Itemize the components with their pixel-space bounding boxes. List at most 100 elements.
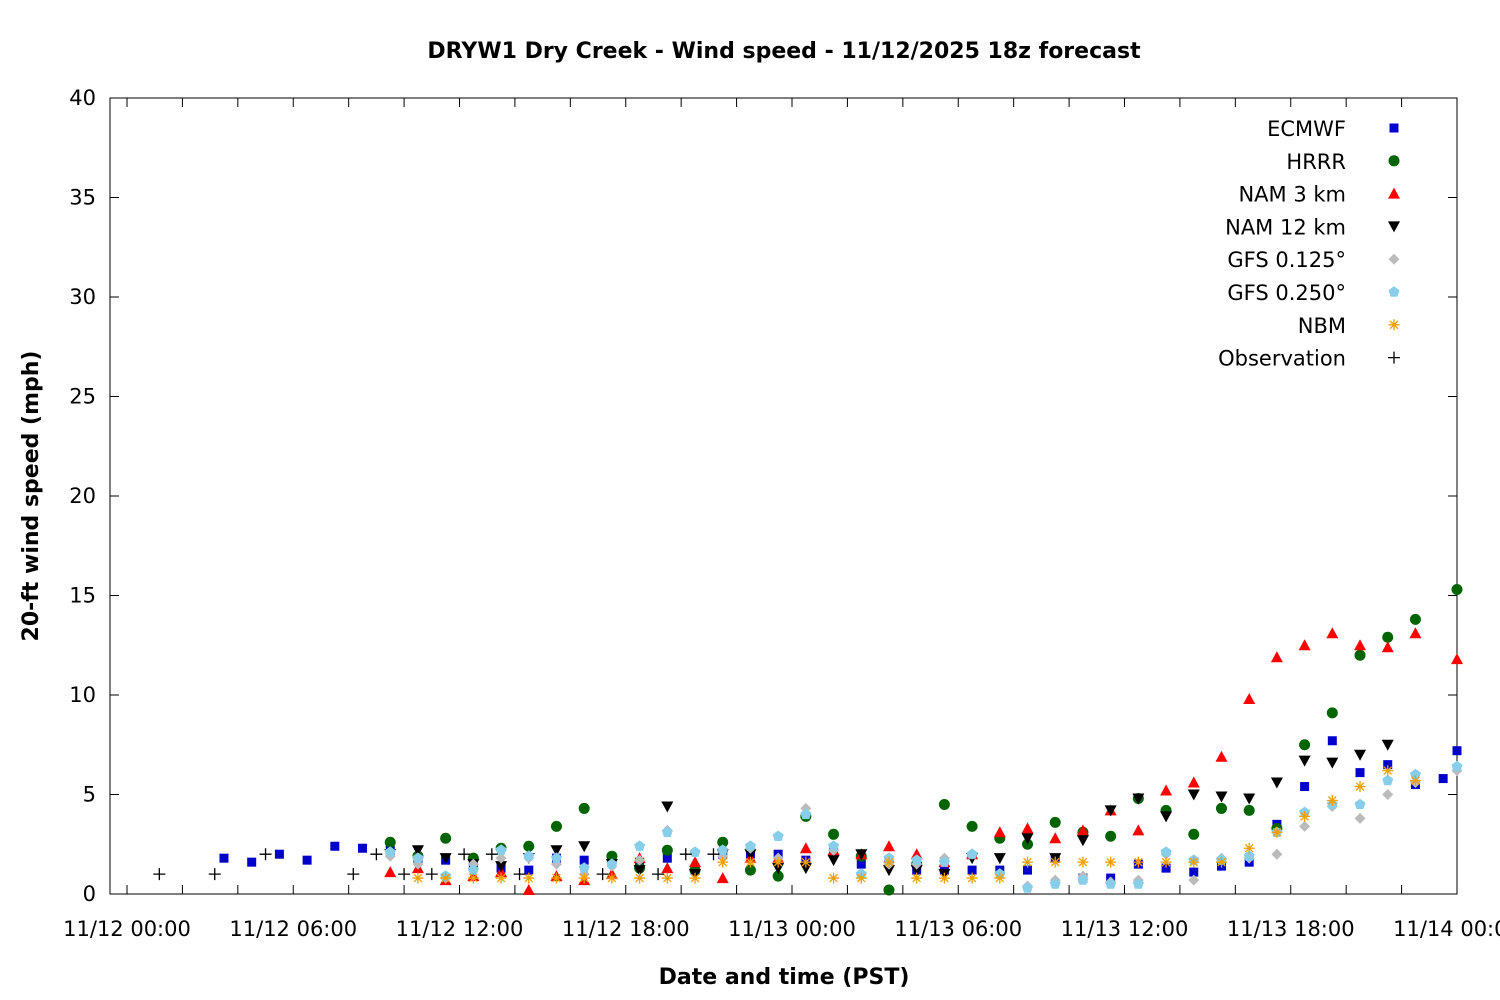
data-point <box>1105 856 1117 868</box>
data-point <box>439 853 452 865</box>
data-point <box>578 802 590 814</box>
data-point <box>578 841 591 853</box>
data-point <box>938 856 950 867</box>
data-point <box>1271 826 1283 838</box>
x-tick-label: 11/12 12:00 <box>396 917 524 941</box>
y-tick-label: 15 <box>69 584 96 608</box>
data-point <box>679 848 692 861</box>
data-point <box>1354 749 1367 761</box>
data-point <box>689 856 702 868</box>
data-point <box>606 850 618 862</box>
data-point <box>1243 793 1256 805</box>
data-point <box>1409 627 1422 639</box>
data-point <box>485 848 498 861</box>
data-point <box>1187 789 1200 801</box>
series-6 <box>412 765 1421 884</box>
data-point <box>633 865 646 877</box>
data-point <box>1188 828 1200 840</box>
legend-marker <box>1388 155 1400 167</box>
data-point <box>634 872 646 884</box>
data-point <box>1160 846 1172 857</box>
data-point <box>1382 789 1394 800</box>
data-point <box>384 846 396 857</box>
data-point <box>689 846 701 857</box>
data-point <box>1187 776 1200 788</box>
data-point <box>855 849 868 861</box>
x-tick-label: 11/14 00:00 <box>1393 917 1500 941</box>
data-point <box>966 872 978 884</box>
data-point <box>661 826 673 837</box>
data-point <box>1299 810 1311 822</box>
data-point <box>412 852 424 863</box>
data-point <box>1298 639 1311 651</box>
data-point <box>966 820 978 832</box>
data-point <box>1243 692 1256 704</box>
y-tick-label: 0 <box>83 882 96 906</box>
x-tick-label: 11/12 06:00 <box>229 917 357 941</box>
data-point <box>799 842 812 854</box>
data-point <box>1299 820 1311 832</box>
data-point <box>1161 863 1171 873</box>
data-point <box>1021 822 1034 834</box>
data-point <box>495 861 508 873</box>
data-point <box>1298 755 1311 767</box>
data-point <box>523 872 535 884</box>
data-point <box>1022 882 1033 893</box>
data-point <box>596 868 609 881</box>
data-point <box>828 828 840 840</box>
data-point <box>744 864 756 876</box>
legend-label: NAM 3 km <box>1238 183 1346 207</box>
data-point <box>1382 774 1394 786</box>
data-point <box>1382 631 1394 643</box>
data-point <box>744 849 757 861</box>
legend-marker <box>1388 319 1400 331</box>
data-point <box>800 808 812 820</box>
data-point <box>1381 739 1394 751</box>
data-point <box>522 884 535 896</box>
data-point <box>1188 874 1200 886</box>
data-point <box>1326 794 1338 806</box>
data-point <box>1049 856 1061 868</box>
data-point <box>744 840 756 851</box>
data-point <box>330 841 340 851</box>
data-point <box>1451 760 1463 772</box>
data-point <box>661 844 673 856</box>
data-point <box>634 840 646 851</box>
legend-label: GFS 0.125° <box>1227 248 1346 272</box>
data-point <box>219 853 229 863</box>
data-point <box>994 872 1006 884</box>
data-point <box>578 862 590 873</box>
data-point <box>634 854 646 866</box>
x-tick-label: 11/13 18:00 <box>1227 917 1355 941</box>
legend-label: ECMWF <box>1267 117 1346 141</box>
data-point <box>883 856 895 868</box>
data-point <box>828 872 840 884</box>
data-point <box>911 872 923 884</box>
y-tick-label: 35 <box>69 186 96 210</box>
data-point <box>772 830 784 841</box>
x-axis: 11/12 00:00 11/12 06:00 11/12 12:00 11/12 1… <box>63 98 1500 941</box>
data-point <box>1326 707 1338 719</box>
legend-label: GFS 0.250° <box>1227 281 1346 305</box>
x-tick-label: 11/13 06:00 <box>894 917 1022 941</box>
data-point <box>1327 736 1337 746</box>
legend-label: NAM 12 km <box>1225 215 1346 239</box>
data-point <box>1023 865 1033 875</box>
data-point <box>689 872 701 884</box>
data-point <box>883 884 895 896</box>
data-point <box>856 859 866 869</box>
data-point <box>370 848 383 861</box>
data-point <box>1451 653 1463 665</box>
data-point <box>910 848 923 860</box>
data-point <box>1354 639 1367 651</box>
data-point <box>425 868 438 881</box>
x-tick-label: 11/12 00:00 <box>63 917 191 941</box>
data-point <box>882 840 895 852</box>
y-tick-label: 5 <box>83 783 96 807</box>
data-point <box>1188 856 1200 868</box>
data-point <box>1160 811 1173 823</box>
legend-marker <box>1388 286 1400 297</box>
data-point <box>772 856 784 868</box>
x-axis-label: Date and time (PST) <box>659 965 910 990</box>
data-point <box>993 853 1006 865</box>
